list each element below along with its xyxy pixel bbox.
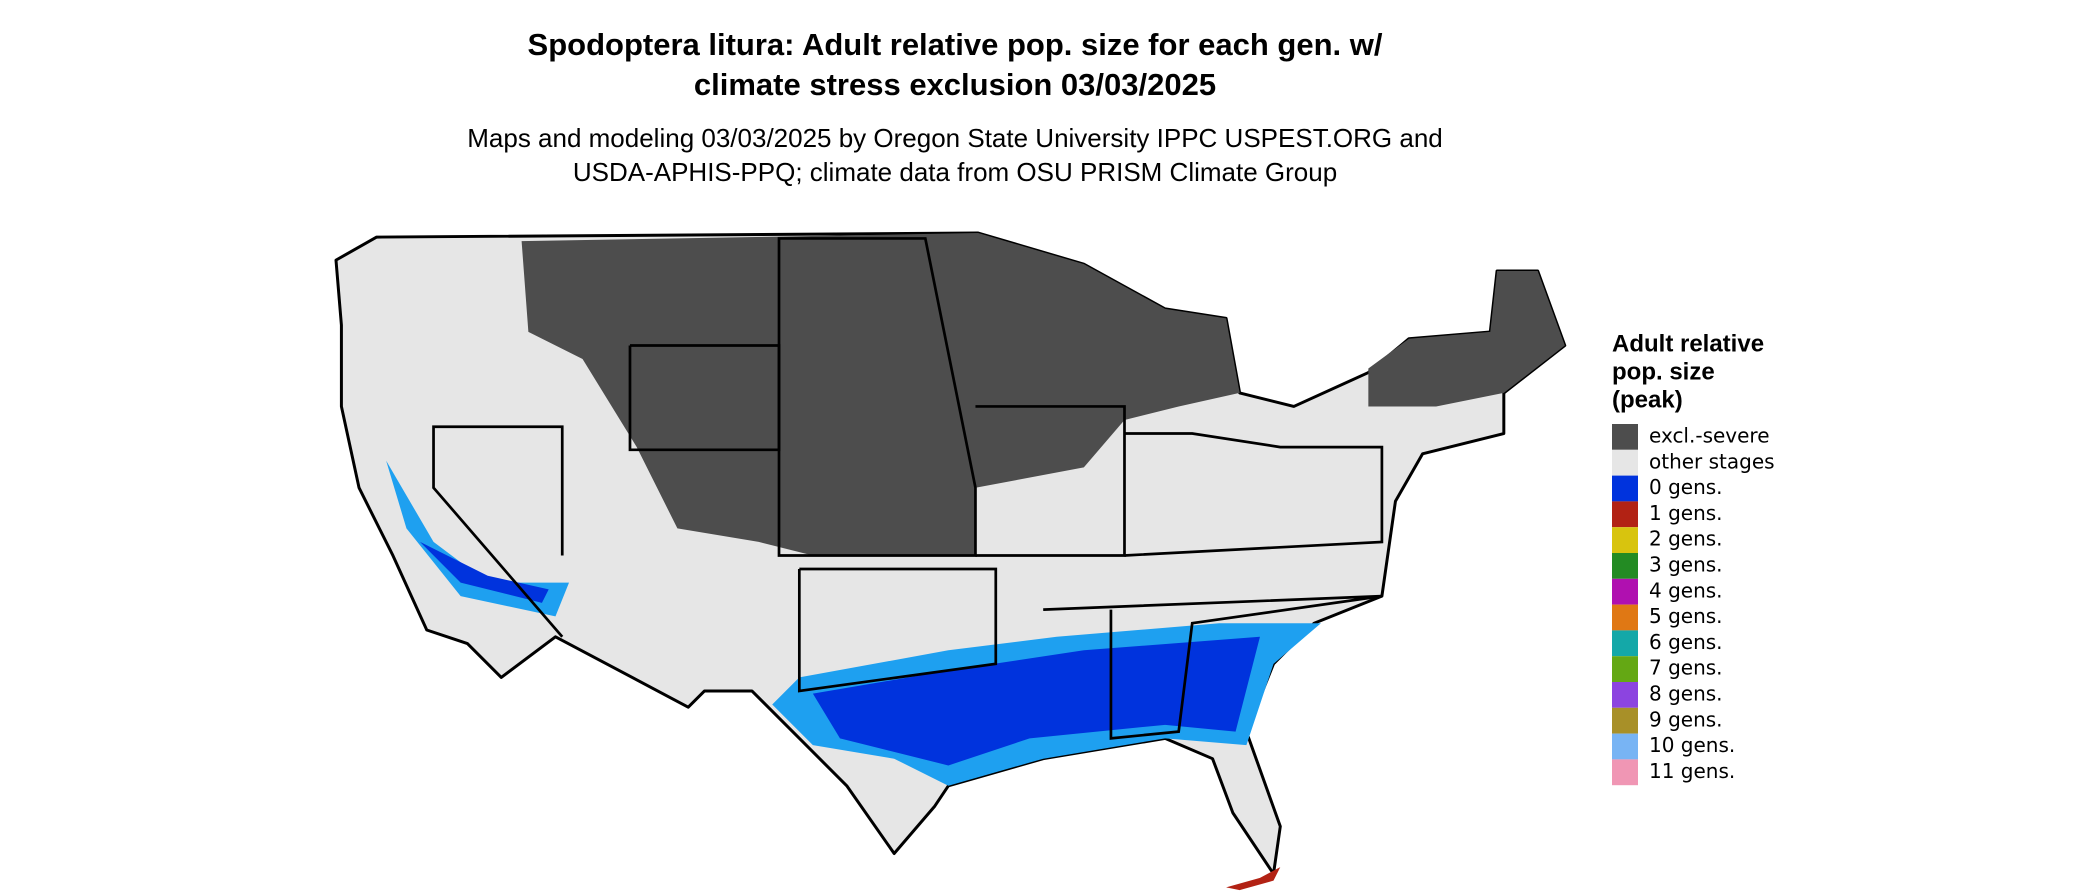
legend-swatch xyxy=(1612,553,1638,579)
state-borders xyxy=(777,237,977,557)
legend-label: 7 gens. xyxy=(1649,656,1723,680)
legend-swatch xyxy=(1612,449,1638,476)
title: climate stress exclusion 03/03/2025 xyxy=(694,67,1216,102)
legend-swatch xyxy=(1612,578,1638,605)
legend-title: pop. size xyxy=(1612,358,1715,385)
legend-label: 8 gens. xyxy=(1649,682,1723,706)
legend-label: other stages xyxy=(1649,449,1775,473)
legend-swatch xyxy=(1612,759,1638,786)
state-borders xyxy=(1043,594,1383,740)
excluded-region xyxy=(521,233,1240,556)
state-borders xyxy=(628,344,781,452)
legend-swatch xyxy=(1612,733,1638,760)
subtitle: Maps and modeling 03/03/2025 by Oregon S… xyxy=(467,123,1443,153)
legend-title: Adult relative xyxy=(1612,330,1764,357)
keys-region xyxy=(1226,867,1281,891)
state-borders xyxy=(797,567,998,693)
legend-swatch xyxy=(1612,682,1638,708)
state-borders xyxy=(975,405,1126,557)
subtitle: USDA-APHIS-PPQ; climate data from OSU PR… xyxy=(573,157,1337,187)
legend-swatch xyxy=(1612,424,1638,450)
legend-label: 11 gens. xyxy=(1649,759,1735,783)
blue-region xyxy=(812,636,1260,766)
legend-title: (peak) xyxy=(1612,386,1683,413)
legend-label: 5 gens. xyxy=(1649,604,1723,628)
state-borders xyxy=(432,425,564,638)
legend-swatch xyxy=(1612,501,1638,528)
legend-swatch xyxy=(1612,475,1638,502)
legend-label: 10 gens. xyxy=(1649,733,1735,757)
state-borders xyxy=(1124,432,1384,557)
west-blue-region xyxy=(419,541,549,603)
legend-label: 6 gens. xyxy=(1649,630,1723,654)
legend-label: 4 gens. xyxy=(1649,578,1723,602)
legend-swatch xyxy=(1612,604,1638,631)
title: Spodoptera litura: Adult relative pop. s… xyxy=(528,27,1383,62)
legend-label: 0 gens. xyxy=(1649,475,1723,499)
legend-swatch xyxy=(1612,630,1638,657)
legend-label: 9 gens. xyxy=(1649,707,1723,731)
legend-swatch xyxy=(1612,656,1638,682)
legend-label: 2 gens. xyxy=(1649,527,1723,551)
excluded-region xyxy=(1368,270,1565,407)
legend-label: 1 gens. xyxy=(1649,501,1723,525)
legend-label: 3 gens. xyxy=(1649,553,1723,577)
legend-swatch xyxy=(1612,527,1638,553)
legend-swatch xyxy=(1612,707,1638,734)
us-map xyxy=(334,231,1567,891)
legend-label: excl.-severe xyxy=(1649,424,1770,448)
